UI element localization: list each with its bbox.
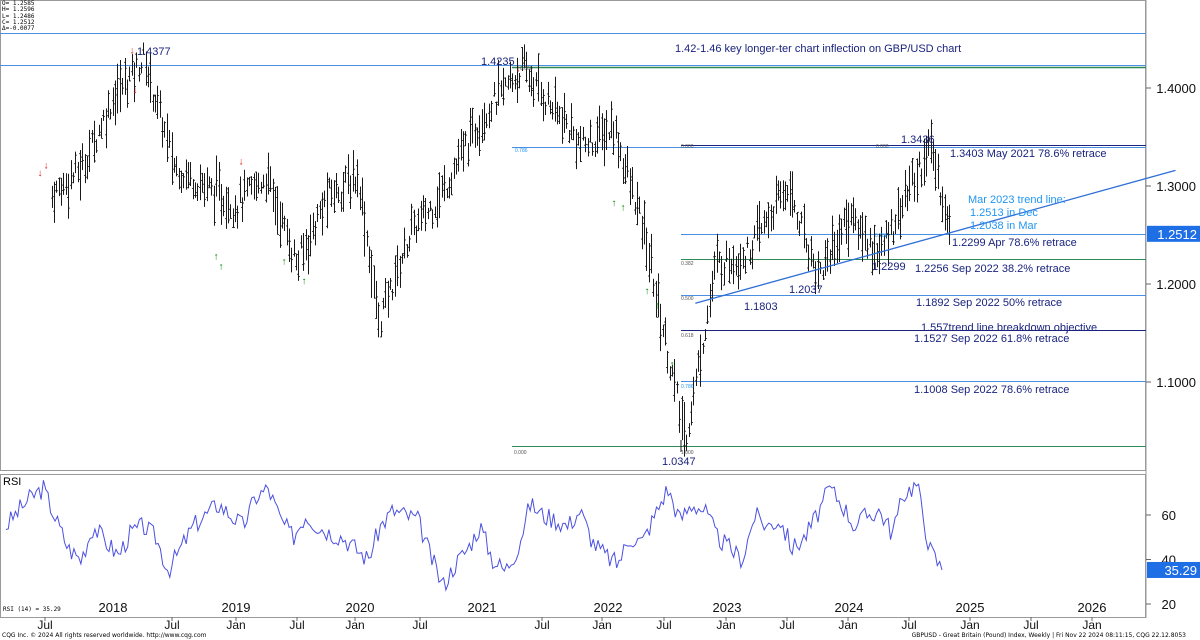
buy-signal-arrow: ↑ [219,262,224,273]
ohlc-change: Δ=-0.0077 [2,25,35,33]
chart-annotation: 1.2299 [872,261,906,273]
x-year-label: 2022 [594,600,623,615]
chart-annotation: 1.2513 in Dec [970,207,1038,219]
x-year-label: 2019 [222,600,251,615]
ohlc-open: O= 1.2585 [2,0,35,7]
ohlc-readout: O= 1.2585 H= 1.2596 L= 1.2486 C= 1.2512 … [2,0,35,33]
x-month-label: Jan [838,618,857,632]
chart-annotation: 1.0347 [662,456,696,468]
sell-signal-arrow: ↓ [133,85,138,96]
trend-line [695,169,1176,304]
x-month-label: Jul [1023,618,1038,632]
footer-instrument-info: GBPUSD - Great Britain (Pound) Index, We… [911,632,1186,639]
fib-ratio-label: 0.786 [681,384,694,390]
last-price-label: 1.2512 [1157,227,1197,242]
ohlc-close: C= 1.2512 [2,18,35,26]
rsi-panel-title: RSI [3,476,22,488]
sell-signal-arrow: ↓ [130,46,135,57]
rsi-panel-frame [0,474,1146,618]
buy-signal-arrow: ↑ [214,252,219,263]
fib-ratio-label: 0.382 [681,261,694,267]
x-year-label: 2023 [713,600,742,615]
ohlc-high: H= 1.2596 [2,6,35,14]
chart-annotation: 1.2256 Sep 2022 38.2% retrace [915,263,1070,275]
x-month-label: Jul [779,618,794,632]
fib-ratio-label: 0.786 [875,233,888,239]
sell-signal-arrow: ↓ [38,168,43,179]
x-month-label: Jul [289,618,304,632]
fib-ratio-label: 0.000 [514,450,527,456]
y-tick-label: 1.3000 [1156,179,1196,194]
x-month-label: Jul [534,618,549,632]
buy-signal-arrow: ↑ [655,301,660,312]
x-month-label: Jul [412,618,427,632]
rsi-last-label: 35.29 [1164,563,1197,578]
x-month-label: Jan [960,618,979,632]
buy-signal-arrow: ↑ [645,286,650,297]
price-panel-frame [0,0,1146,471]
x-month-label: Jan [226,618,245,632]
x-year-label: 2021 [468,600,497,615]
x-year-label: 2024 [835,600,864,615]
fib-ratio-label: 0.000 [520,66,533,72]
fib-ratio-label: 0.618 [681,333,694,339]
last-price-box [1147,225,1200,242]
footer-copyright: CQG Inc. © 2024 All rights reserved worl… [2,632,207,639]
x-month-label: Jan [345,618,364,632]
chart-annotation: 1.3436 [901,134,935,146]
fib-ratio-label: 0.000 [681,144,694,150]
y-tick-label: 1.4000 [1156,81,1196,96]
chart-annotation: 1.42-1.46 key longer-ter chart inflectio… [675,43,961,55]
footer: CQG Inc. © 2024 All rights reserved worl… [0,632,1200,640]
rsi-y-tick-label: 20 [1162,597,1176,612]
chart-annotation: 1.2037 [789,284,823,296]
buy-signal-arrow: ↑ [282,257,287,268]
x-year-label: 2026 [1078,600,1107,615]
fib-ratio-label: 0.500 [681,296,694,302]
chart-annotation: 1.1803 [744,301,778,313]
ohlc-low: L= 1.2486 [2,12,35,20]
x-month-label: Jul [656,618,671,632]
buy-signal-arrow: ↑ [302,276,307,287]
rsi-y-tick-label: 60 [1162,508,1176,523]
buy-signal-arrow: ↑ [621,203,626,214]
chart-annotation: 1.2299 Apr 78.6% retrace [952,237,1077,249]
chart-annotation: 1.1892 Sep 2022 50% retrace [916,297,1062,309]
rsi-last-box [1147,561,1200,578]
y-tick-label: 1.1000 [1156,375,1196,390]
x-month-label: Jul [901,618,916,632]
chart-annotation: Mar 2023 trend line: [968,194,1066,206]
fib-ratio-label: 0.000 [876,144,889,150]
buy-signal-arrow: ↑ [612,198,617,209]
chart-annotation: 1.1008 Sep 2022 78.6% retrace [914,384,1069,396]
chart-annotation: 1.2038 in Mar [970,220,1038,232]
chart-annotation: 1.4235 [481,56,515,68]
sell-signal-arrow: ↓ [516,63,521,74]
x-month-label: Jan [592,618,611,632]
chart-annotation: 1.3403 May 2021 78.6% retrace [950,148,1107,160]
fib-ratio-label: 0.786 [515,148,528,154]
x-year-label: 2018 [99,600,128,615]
chart-annotation: 1.1527 Sep 2022 61.8% retrace [914,333,1069,345]
fib-ratio-label: 1.000 [681,450,694,456]
buy-signal-arrow: ↑ [670,360,675,371]
x-month-label: Jul [37,618,52,632]
x-year-label: 2025 [956,600,985,615]
rsi-line [5,480,943,592]
x-month-label: Jan [716,618,735,632]
chart-annotation: 1.557trend line breakdown objective [921,322,1097,334]
x-month-label: Jul [164,618,179,632]
sell-signal-arrow: ↓ [44,160,49,171]
chart-annotation: 1.4377 [137,46,171,58]
rsi-readout: RSI (14) = 35.29 [3,606,61,613]
x-month-label: Jan [1082,618,1101,632]
sell-signal-arrow: ↓ [239,156,244,167]
x-year-label: 2020 [346,600,375,615]
y-tick-label: 1.2000 [1156,277,1196,292]
